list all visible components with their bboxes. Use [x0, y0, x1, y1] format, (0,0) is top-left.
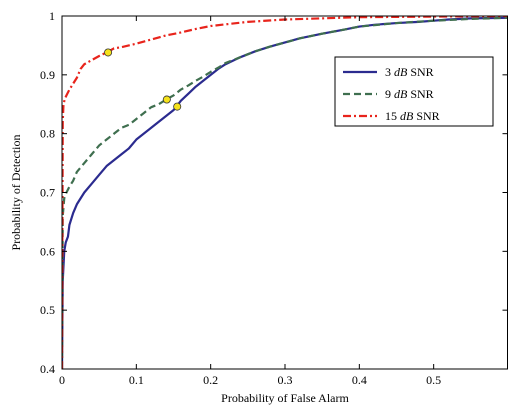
- legend: 3 dB SNR 9 dB SNR 15 dB SNR: [334, 56, 494, 127]
- y-tick-label: 0.9: [40, 68, 55, 82]
- x-tick-label: 0.4: [352, 373, 367, 387]
- y-tick-label: 0.6: [40, 244, 55, 258]
- x-tick-label: 0.1: [129, 373, 144, 387]
- marker-layer: [104, 48, 182, 111]
- tick-layer: 0 0.1 0.2 0.3 0.4 0.5 0.4 0.5 0.6 0.7 0.8 0.9 1: [40, 9, 508, 387]
- x-tick-label: 0.5: [426, 373, 441, 387]
- y-tick-label: 0.7: [40, 186, 55, 200]
- operating-point-marker-1: [104, 48, 113, 57]
- legend-box: [334, 56, 494, 127]
- y-tick-label: 0.5: [40, 303, 55, 317]
- y-tick-label: 1: [49, 9, 55, 23]
- legend-label-3: 15 dB SNR: [385, 109, 440, 123]
- x-tick-label: 0: [59, 373, 65, 387]
- operating-point-marker-2: [162, 95, 171, 104]
- x-tick-label: 0.3: [278, 373, 293, 387]
- x-tick-label: 0.2: [203, 373, 218, 387]
- legend-label-2: 9 dB SNR: [385, 87, 434, 101]
- series-line-3: [62, 16, 508, 369]
- y-axis-label: Probability of Detection: [9, 135, 23, 251]
- series-line-2: [62, 16, 508, 369]
- y-tick-label: 0.8: [40, 127, 55, 141]
- x-axis-label: Probability of False Alarm: [221, 391, 349, 405]
- operating-point-marker-3: [173, 102, 182, 111]
- y-tick-label: 0.4: [40, 362, 55, 376]
- legend-label-1: 3 dB SNR: [385, 65, 434, 79]
